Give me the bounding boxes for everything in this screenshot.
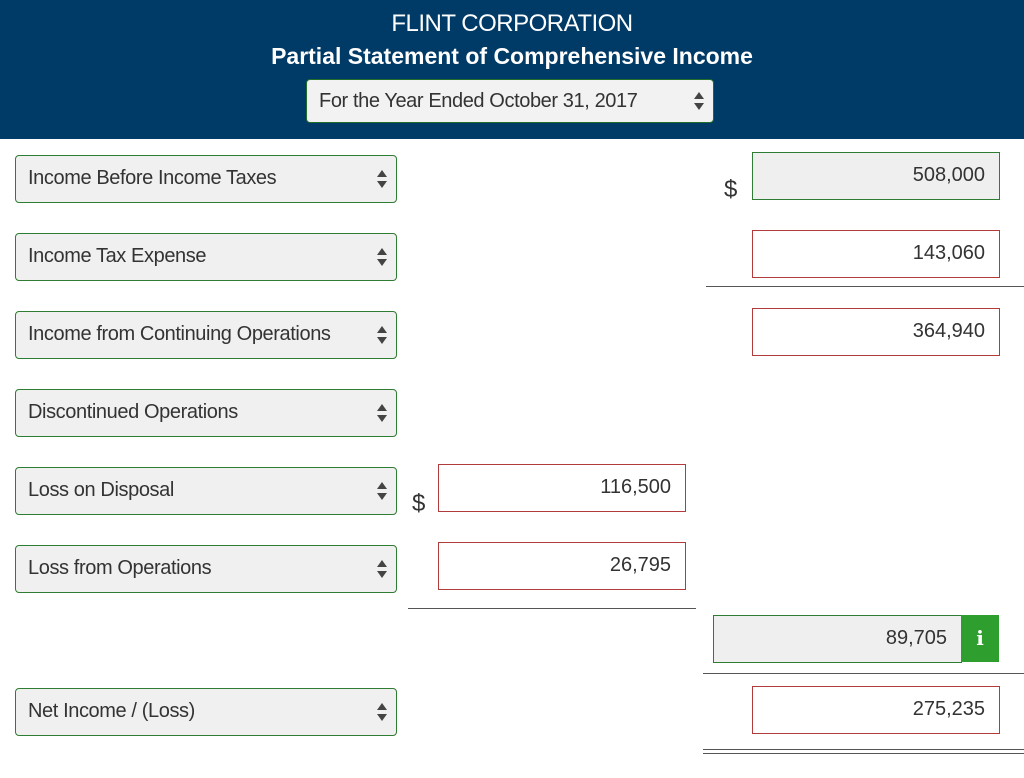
statement-header: FLINT CORPORATION Partial Statement of C… (0, 0, 1024, 139)
income-tax-expense-input[interactable]: 143,060 (752, 230, 1000, 278)
income-before-taxes-select[interactable]: Income Before Income Taxes (15, 155, 397, 203)
income-before-taxes-input[interactable]: 508,000 (752, 152, 1000, 200)
double-rule-top (703, 749, 1024, 750)
loss-from-operations-value: 26,795 (609, 554, 671, 576)
subtotal-rule (706, 286, 1024, 287)
loss-on-disposal-input[interactable]: 116,500 (438, 464, 686, 512)
income-continuing-ops-input[interactable]: 364,940 (752, 308, 1000, 356)
income-continuing-ops-value: 364,940 (912, 320, 985, 342)
income-before-taxes-label: Income Before Income Taxes (28, 167, 277, 189)
select-arrows-icon (377, 404, 387, 422)
net-income-select[interactable]: Net Income / (Loss) (15, 688, 397, 736)
loss-from-operations-select[interactable]: Loss from Operations (15, 545, 397, 593)
discontinued-ops-label: Discontinued Operations (28, 401, 238, 423)
discontinued-total-input[interactable]: 89,705 (713, 615, 962, 663)
period-select-label: For the Year Ended October 31, 2017 (319, 90, 638, 112)
select-arrows-icon (377, 170, 387, 188)
net-income-value: 275,235 (912, 698, 985, 720)
currency-symbol: $ (412, 490, 426, 517)
income-tax-expense-value: 143,060 (912, 242, 985, 264)
net-income-label: Net Income / (Loss) (28, 700, 195, 722)
select-arrows-icon (377, 482, 387, 500)
select-arrows-icon (377, 560, 387, 578)
select-arrows-icon (377, 248, 387, 266)
statement-title: Partial Statement of Comprehensive Incom… (271, 43, 753, 69)
select-arrows-icon (377, 326, 387, 344)
loss-from-operations-input[interactable]: 26,795 (438, 542, 686, 590)
net-income-input[interactable]: 275,235 (752, 686, 1000, 734)
double-rule-bottom (703, 753, 1024, 754)
select-arrows-icon (377, 703, 387, 721)
income-tax-expense-select[interactable]: Income Tax Expense (15, 233, 397, 281)
subtotal-rule (408, 608, 696, 609)
loss-on-disposal-select[interactable]: Loss on Disposal (15, 467, 397, 515)
loss-on-disposal-value: 116,500 (600, 476, 671, 498)
period-select[interactable]: For the Year Ended October 31, 2017 (306, 79, 714, 123)
discontinued-ops-select[interactable]: Discontinued Operations (15, 389, 397, 437)
loss-on-disposal-label: Loss on Disposal (28, 479, 174, 501)
income-continuing-ops-select[interactable]: Income from Continuing Operations (15, 311, 397, 359)
income-before-taxes-value: 508,000 (912, 164, 985, 186)
company-name: FLINT CORPORATION (391, 10, 633, 37)
select-arrows-icon (694, 92, 704, 110)
loss-from-operations-label: Loss from Operations (28, 557, 212, 579)
income-tax-expense-label: Income Tax Expense (28, 245, 207, 267)
currency-symbol: $ (724, 176, 738, 203)
discontinued-total-value: 89,705 (885, 627, 947, 649)
subtotal-rule (703, 673, 1024, 674)
income-continuing-ops-label: Income from Continuing Operations (28, 323, 331, 345)
info-icon[interactable]: i (961, 615, 999, 662)
